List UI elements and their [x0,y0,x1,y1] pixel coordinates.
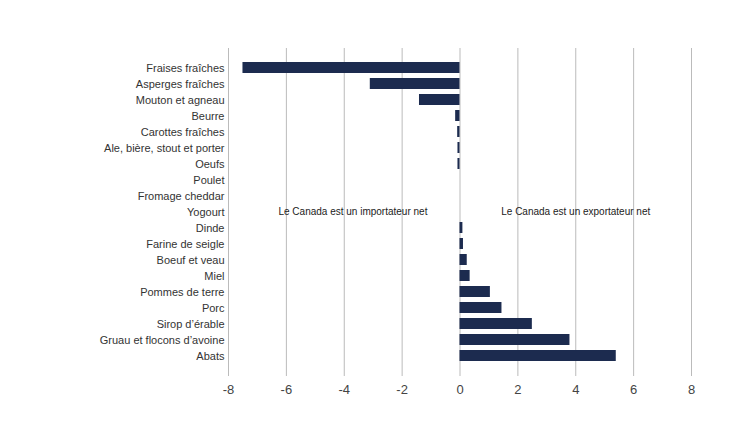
svg-text:Miel: Miel [204,270,224,282]
svg-text:Ale, bière, stout et porter: Ale, bière, stout et porter [104,142,225,154]
svg-text:-8: -8 [223,382,235,397]
svg-text:Le Canada est un exportateur n: Le Canada est un exportateur net [501,206,650,217]
svg-text:Gruau et flocons d’avoine: Gruau et flocons d’avoine [100,334,225,346]
svg-text:-4: -4 [338,382,350,397]
svg-text:Dinde: Dinde [196,222,225,234]
svg-text:Farine de seigle: Farine de seigle [146,238,224,250]
svg-text:Mouton et agneau: Mouton et agneau [136,94,225,106]
svg-text:4: 4 [572,382,579,397]
svg-text:Asperges fraîches: Asperges fraîches [136,78,225,90]
svg-text:Carottes fraîches: Carottes fraîches [141,126,225,138]
svg-text:Boeuf et veau: Boeuf et veau [157,254,225,266]
svg-text:Sirop d’érable: Sirop d’érable [157,318,225,330]
svg-text:-2: -2 [396,382,408,397]
svg-text:Yogourt: Yogourt [187,206,225,218]
svg-text:0: 0 [456,382,463,397]
svg-text:Beurre: Beurre [191,110,224,122]
svg-text:Oeufs: Oeufs [195,158,225,170]
svg-text:Le Canada est un importateur n: Le Canada est un importateur net [278,206,427,217]
svg-text:-6: -6 [281,382,293,397]
svg-text:Poulet: Poulet [193,174,224,186]
svg-text:Abats: Abats [196,350,225,362]
svg-text:Fraises fraîches: Fraises fraîches [146,62,225,74]
svg-text:Fromage cheddar: Fromage cheddar [138,190,225,202]
svg-text:6: 6 [630,382,637,397]
svg-text:Pommes de terre: Pommes de terre [140,286,224,298]
svg-text:8: 8 [688,382,695,397]
svg-text:2: 2 [514,382,521,397]
svg-text:Porc: Porc [202,302,225,314]
